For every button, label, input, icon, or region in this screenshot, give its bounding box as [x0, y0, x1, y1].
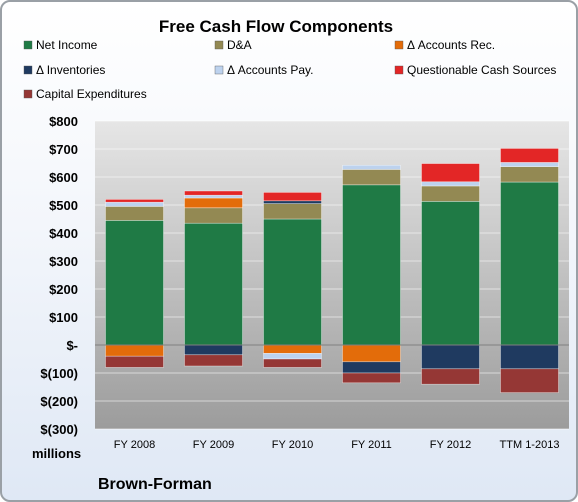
y-tick-label: $600 — [49, 170, 78, 185]
x-tick-label: FY 2011 — [351, 439, 392, 451]
y-tick-label: $700 — [49, 142, 78, 157]
bar-d-a — [342, 169, 401, 186]
bar-d-a — [421, 185, 480, 202]
legend-swatch — [214, 65, 224, 75]
x-tick-label: FY 2009 — [193, 439, 234, 451]
bar-accounts-pay — [421, 181, 480, 187]
legend-swatch — [394, 65, 404, 75]
y-tick-label: $(200) — [40, 394, 78, 409]
bar-questionable-cash-sources — [263, 192, 322, 202]
bar-inventories — [184, 344, 243, 356]
x-tick-label: FY 2012 — [430, 439, 471, 451]
bar-capital-expenditures — [421, 368, 480, 385]
bar-accounts-rec — [342, 344, 401, 363]
legend-swatch — [394, 40, 404, 50]
legend-item-capital-expenditures: Capital Expenditures — [23, 87, 147, 101]
legend-item-inventories: Δ Inventories — [23, 63, 105, 77]
bar-inventories — [263, 200, 322, 204]
units-label: millions — [32, 446, 81, 461]
bar-accounts-pay — [105, 201, 164, 207]
legend-label: Capital Expenditures — [36, 87, 147, 101]
plot-area — [95, 121, 569, 429]
bar-accounts-rec — [184, 197, 243, 209]
bar-inventories — [421, 344, 480, 370]
y-tick-label: $100 — [49, 310, 78, 325]
legend-swatch — [23, 89, 33, 99]
y-tick-label: $800 — [49, 114, 78, 129]
y-tick-label: $200 — [49, 282, 78, 297]
legend-swatch — [214, 40, 224, 50]
bar-accounts-pay — [184, 194, 243, 199]
bar-capital-expenditures — [105, 355, 164, 368]
legend-item-accounts-rec: Δ Accounts Rec. — [394, 38, 495, 52]
y-tick-label: $400 — [49, 226, 78, 241]
bar-d-a — [263, 203, 322, 220]
legend-item-d-a: D&A — [214, 38, 252, 52]
bar-inventories — [500, 344, 559, 370]
bar-capital-expenditures — [184, 354, 243, 367]
legend-label: Δ Accounts Rec. — [407, 38, 495, 52]
legend-label: Δ Accounts Pay. — [227, 63, 314, 77]
legend-label: Questionable Cash Sources — [407, 63, 556, 77]
company-label: Brown-Forman — [98, 476, 212, 493]
gridlines — [95, 120, 569, 430]
x-axis: FY 2008 FY 2009 FY 2010 FY 2011 FY 2012 TTM 1… — [114, 439, 560, 451]
y-tick-label: $500 — [49, 198, 78, 213]
bar-questionable-cash-sources — [500, 148, 559, 163]
legend-swatch — [23, 65, 33, 75]
y-tick-label: $- — [66, 338, 78, 353]
bar-accounts-pay — [342, 164, 401, 170]
x-tick-label: TTM 1-2013 — [500, 439, 560, 451]
legend-item-accounts-pay: Δ Accounts Pay. — [214, 63, 314, 77]
bar-inventories — [342, 361, 401, 374]
y-axis: $(300) $(200) $(100) $- $100 $200 $300 $400 $500… — [40, 114, 78, 437]
x-tick-label: FY 2008 — [114, 439, 155, 451]
bar-accounts-pay — [263, 353, 322, 360]
legend-swatch — [23, 40, 33, 50]
bars — [105, 148, 559, 393]
legend-item-net-income: Net Income — [23, 38, 98, 52]
bar-capital-expenditures — [500, 368, 559, 393]
legend-label: Net Income — [36, 38, 98, 52]
chart-title: Free Cash Flow Components — [159, 17, 393, 36]
y-tick-label: $(300) — [40, 422, 78, 437]
bar-net-income — [500, 181, 559, 346]
bar-d-a — [184, 207, 243, 224]
y-tick-label: $300 — [49, 254, 78, 269]
bar-d-a — [105, 206, 164, 221]
legend-label: D&A — [227, 38, 252, 52]
bar-questionable-cash-sources — [421, 163, 480, 183]
x-tick-label: FY 2010 — [272, 439, 313, 451]
y-tick-label: $(100) — [40, 366, 78, 381]
bar-capital-expenditures — [342, 372, 401, 384]
bar-net-income — [184, 222, 243, 346]
bar-net-income — [105, 220, 164, 346]
bar-questionable-cash-sources — [105, 199, 164, 203]
bar-net-income — [342, 184, 401, 346]
bar-accounts-rec — [105, 344, 164, 357]
bar-net-income — [421, 201, 480, 346]
bar-capital-expenditures — [263, 358, 322, 368]
bar-net-income — [263, 218, 322, 346]
legend: Net Income D&A Δ Accounts Rec. Δ Inventorie… — [23, 38, 556, 101]
bar-d-a — [500, 166, 559, 183]
bar-questionable-cash-sources — [184, 190, 243, 196]
bar-accounts-pay — [500, 162, 559, 167]
legend-item-questionable-cash-sources: Questionable Cash Sources — [394, 63, 556, 77]
bar-accounts-rec — [263, 344, 322, 354]
legend-label: Δ Inventories — [36, 63, 105, 77]
